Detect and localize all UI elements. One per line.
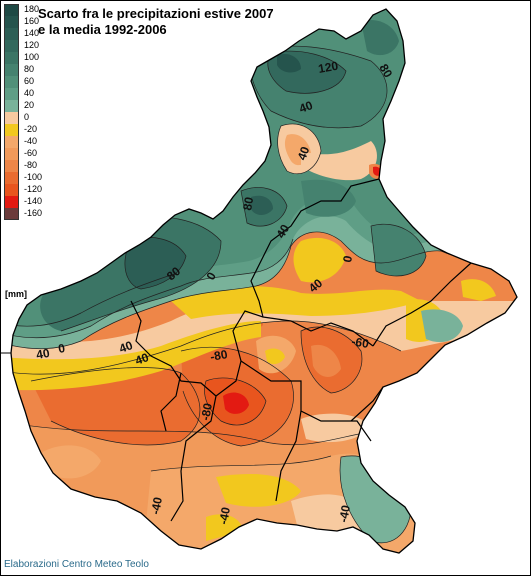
legend-label: 160 — [24, 16, 40, 26]
legend-swatch — [4, 76, 19, 88]
contour-label: 0 — [340, 254, 355, 263]
legend-swatch — [4, 64, 19, 76]
legend-row: 160 — [4, 16, 40, 28]
legend-row: -20 — [4, 124, 40, 136]
legend-swatch — [4, 136, 19, 148]
contour-label: -40 — [336, 504, 353, 524]
legend-label: 100 — [24, 52, 40, 62]
legend-swatch — [4, 4, 19, 16]
legend-swatch — [4, 28, 19, 40]
contour-label: -80 — [198, 402, 215, 422]
title-line-1: Scarto fra le precipitazioni estive 2007 — [38, 6, 274, 21]
legend-row: -100 — [4, 172, 43, 184]
contour-label: -40 — [148, 496, 165, 516]
legend-swatch — [4, 172, 19, 184]
legend-row: 0 — [4, 112, 40, 124]
legend-label: 40 — [24, 88, 35, 98]
contour-label: 40 — [297, 98, 315, 116]
legend-label: -100 — [24, 172, 43, 182]
legend-swatch — [4, 52, 19, 64]
legend-row: -60 — [4, 148, 40, 160]
legend-row: 180 — [4, 4, 40, 16]
legend-swatch — [4, 16, 19, 28]
legend-unit: [mm] — [5, 289, 27, 299]
legend-swatch — [4, 88, 19, 100]
legend-row: 20 — [4, 100, 40, 112]
credit-text: Elaborazioni Centro Meteo Teolo — [4, 559, 149, 570]
legend: 180 160 140 120 100 80 60 40 20 0 -20 -40 -60 -80 -100… — [4, 4, 43, 220]
contour-label: 0 — [57, 341, 66, 356]
legend-swatch — [4, 148, 19, 160]
legend-swatch — [4, 40, 19, 52]
legend-row: 60 — [4, 76, 40, 88]
legend-swatch — [4, 208, 19, 220]
contour-label: 120 — [317, 59, 339, 76]
legend-label: -80 — [24, 160, 38, 170]
legend-label: 20 — [24, 100, 35, 110]
legend-row: 120 — [4, 40, 40, 52]
contour-labels: 120 80 40 40 80 40 80 0 0 40 40 0 40 40 … — [35, 59, 395, 526]
title-line-2: e la media 1992-2006 — [38, 22, 167, 37]
legend-label: 60 — [24, 76, 35, 86]
legend-row: -140 — [4, 196, 43, 208]
contour-label: 40 — [295, 144, 313, 162]
legend-row: 140 — [4, 28, 40, 40]
legend-swatch — [4, 100, 19, 112]
legend-row: 40 — [4, 88, 40, 100]
legend-row: -160 — [4, 208, 43, 220]
legend-swatch — [4, 196, 19, 208]
province-boundaries — [130, 178, 472, 522]
contour-label: -40 — [216, 506, 233, 526]
legend-swatch — [4, 184, 19, 196]
legend-row: 100 — [4, 52, 40, 64]
legend-label: -120 — [24, 184, 43, 194]
contour-label: 40 — [35, 346, 51, 362]
legend-label: -60 — [24, 148, 38, 158]
legend-label: -40 — [24, 136, 38, 146]
contour-lines — [11, 45, 517, 544]
legend-label: 120 — [24, 40, 40, 50]
contour-label: 80 — [376, 62, 395, 81]
legend-label: -20 — [24, 124, 38, 134]
legend-swatch — [4, 112, 19, 124]
legend-row: 80 — [4, 64, 40, 76]
legend-label: 180 — [24, 4, 40, 14]
legend-row: -40 — [4, 136, 40, 148]
legend-swatch — [4, 160, 19, 172]
legend-label: -140 — [24, 196, 43, 206]
legend-swatch — [4, 124, 19, 136]
legend-label: 0 — [24, 112, 30, 122]
contour-label: 40 — [133, 350, 151, 368]
contour-label: 80 — [240, 196, 256, 212]
contour-label: 40 — [117, 338, 135, 356]
contour-label: 40 — [273, 222, 292, 241]
contour-label: -60 — [350, 334, 370, 351]
map-title: Scarto fra le precipitazioni estive 2007… — [38, 6, 274, 38]
legend-label: -160 — [24, 208, 43, 218]
legend-row: -80 — [4, 160, 40, 172]
legend-row: -120 — [4, 184, 43, 196]
legend-label: 80 — [24, 64, 35, 74]
contour-label: -80 — [209, 347, 229, 364]
legend-label: 140 — [24, 28, 40, 38]
